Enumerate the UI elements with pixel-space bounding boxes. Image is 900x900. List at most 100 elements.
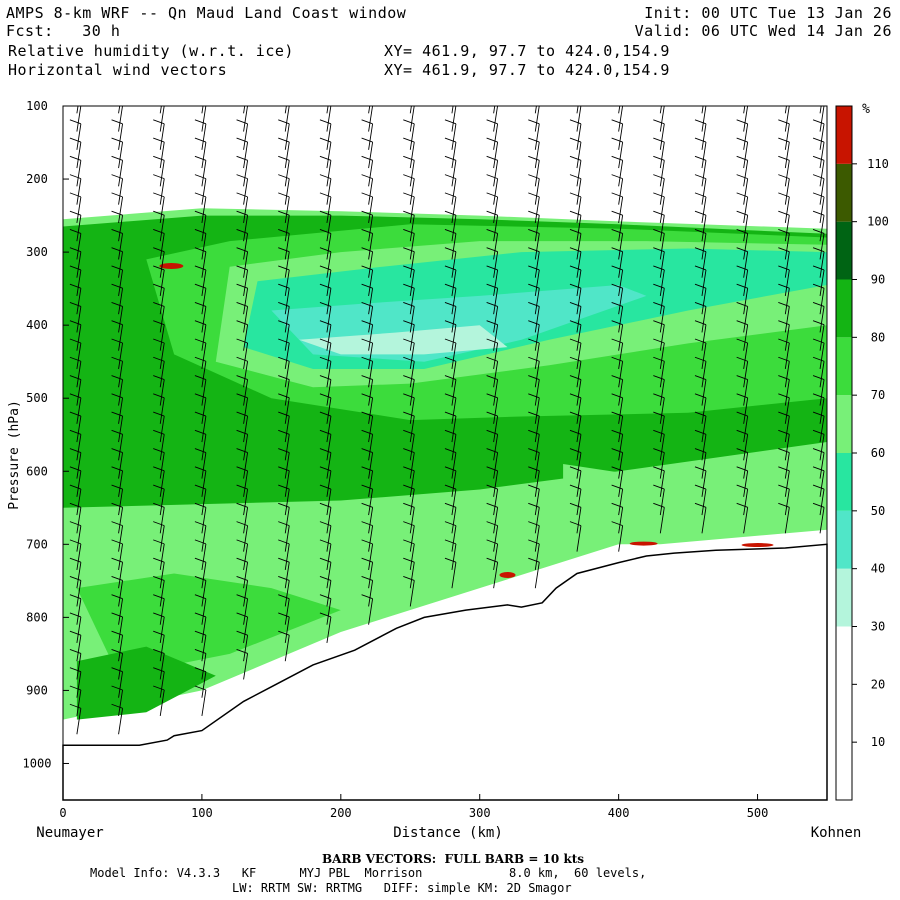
- wind-barb-flag: [403, 119, 415, 125]
- wind-barb-flag: [778, 393, 790, 399]
- wind-barb-staff: [243, 470, 249, 497]
- colorbar-tick-label: 80: [871, 330, 885, 344]
- wind-barb-staff: [118, 178, 124, 205]
- wind-barb-flag: [320, 83, 331, 87]
- wind-barb-flag: [111, 703, 123, 709]
- wind-barb-flag: [736, 155, 748, 161]
- wind-barb-staff: [659, 178, 665, 205]
- wind-barb-flag: [444, 283, 457, 289]
- wind-barb-flag: [778, 429, 790, 435]
- wind-barb-flag: [403, 484, 415, 490]
- wind-barb-flag: [69, 575, 82, 581]
- wind-barb-flag: [486, 283, 498, 289]
- wind-barb-staff: [201, 452, 207, 479]
- wind-barb-flag: [153, 630, 165, 636]
- wind-barb-flag: [694, 247, 707, 253]
- wind-barb-staff: [576, 361, 582, 388]
- wind-barb-staff: [409, 142, 415, 169]
- terrain-surface: [62, 543, 828, 801]
- wind-barb-staff: [659, 507, 665, 534]
- wind-barb-staff: [368, 196, 374, 223]
- wind-barb-staff: [618, 269, 624, 297]
- wind-barb-staff: [284, 324, 290, 351]
- wind-barb-flag: [69, 521, 82, 527]
- wind-barb-flag: [444, 393, 457, 399]
- wind-barb-flag: [278, 466, 290, 472]
- wind-barb-staff: [159, 653, 165, 680]
- wind-barb-flag: [153, 466, 165, 472]
- wind-barb-staff: [368, 525, 374, 552]
- wind-barb-staff: [243, 160, 249, 187]
- wind-barb-staff: [118, 689, 124, 717]
- wind-barb-staff: [493, 415, 499, 443]
- wind-barb-staff: [659, 379, 665, 406]
- wind-barb-staff: [819, 361, 825, 388]
- wind-barb-staff: [493, 342, 499, 370]
- wind-barb-flag: [653, 320, 665, 326]
- y-tick-label: 200: [26, 172, 48, 186]
- wind-barb-staff: [493, 324, 499, 351]
- wind-barb-staff: [618, 489, 624, 516]
- wind-barb-staff: [576, 379, 582, 406]
- wind-barb-staff: [76, 470, 82, 497]
- wind-barb-flag: [812, 192, 825, 198]
- wind-barb-flag: [778, 247, 790, 253]
- wind-barb-staff: [784, 397, 790, 424]
- wind-barb-flag: [361, 210, 373, 216]
- wind-barb-staff: [201, 361, 207, 388]
- wind-barb-staff: [743, 106, 746, 114]
- wind-barb-flag: [111, 210, 123, 216]
- wind-barb-flag: [569, 411, 582, 417]
- wind-barb-flag: [320, 102, 331, 106]
- wind-barb-staff: [159, 178, 165, 205]
- wind-barb-flag: [278, 102, 289, 106]
- wind-barb-flag: [319, 338, 332, 344]
- wind-barb-flag: [694, 429, 707, 435]
- wind-barb-staff: [451, 415, 457, 443]
- wind-barb-flag: [444, 320, 457, 326]
- wind-barb-staff: [243, 507, 249, 534]
- wind-barb-staff: [201, 142, 207, 169]
- wind-barb-staff: [326, 452, 332, 479]
- wind-barb-flag: [319, 375, 332, 380]
- wind-barb-staff: [701, 507, 707, 534]
- wind-barb-flag: [361, 521, 373, 527]
- wind-barb-flag: [694, 119, 707, 125]
- wind-barb-staff: [76, 288, 82, 315]
- wind-barb-staff: [409, 379, 415, 406]
- wind-barb-flag: [403, 393, 415, 399]
- wind-barb-staff: [118, 142, 124, 169]
- wind-barb-flag: [153, 320, 165, 326]
- wind-barb-flag: [111, 448, 123, 453]
- wind-barb-flag: [69, 649, 82, 654]
- wind-barb-staff: [118, 215, 124, 242]
- wind-barb-flag: [778, 174, 790, 180]
- wind-barb-staff: [118, 160, 124, 187]
- wind-barb-flag: [653, 247, 665, 253]
- wind-barb-staff: [451, 562, 457, 589]
- wind-barb-staff: [618, 361, 624, 388]
- wind-barb-flag: [319, 247, 332, 253]
- wind-barb-staff: [576, 106, 579, 114]
- wind-barb-flag: [778, 448, 790, 453]
- wind-barb-flag: [111, 155, 123, 161]
- wind-barb-flag: [278, 320, 290, 326]
- wind-barb-flag: [611, 411, 623, 417]
- wind-barb-staff: [451, 324, 457, 351]
- wind-barb-staff: [368, 342, 374, 370]
- wind-barb-flag: [611, 210, 623, 216]
- wind-barb-flag: [653, 302, 665, 307]
- wind-barb-staff: [284, 288, 290, 315]
- wind-barb-staff: [659, 160, 665, 187]
- wind-barb-flag: [778, 228, 790, 234]
- wind-barb-staff: [159, 689, 165, 717]
- wind-barb-staff: [576, 324, 582, 351]
- wind-barb-staff: [493, 251, 499, 278]
- wind-barb-flag: [653, 448, 665, 453]
- wind-barb-flag: [444, 375, 457, 380]
- wind-barb-flag: [653, 411, 665, 417]
- wind-barb-flag: [403, 466, 415, 472]
- wind-barb-flag: [69, 375, 82, 380]
- wind-barb-staff: [159, 269, 165, 297]
- wind-barb-flag: [812, 137, 825, 143]
